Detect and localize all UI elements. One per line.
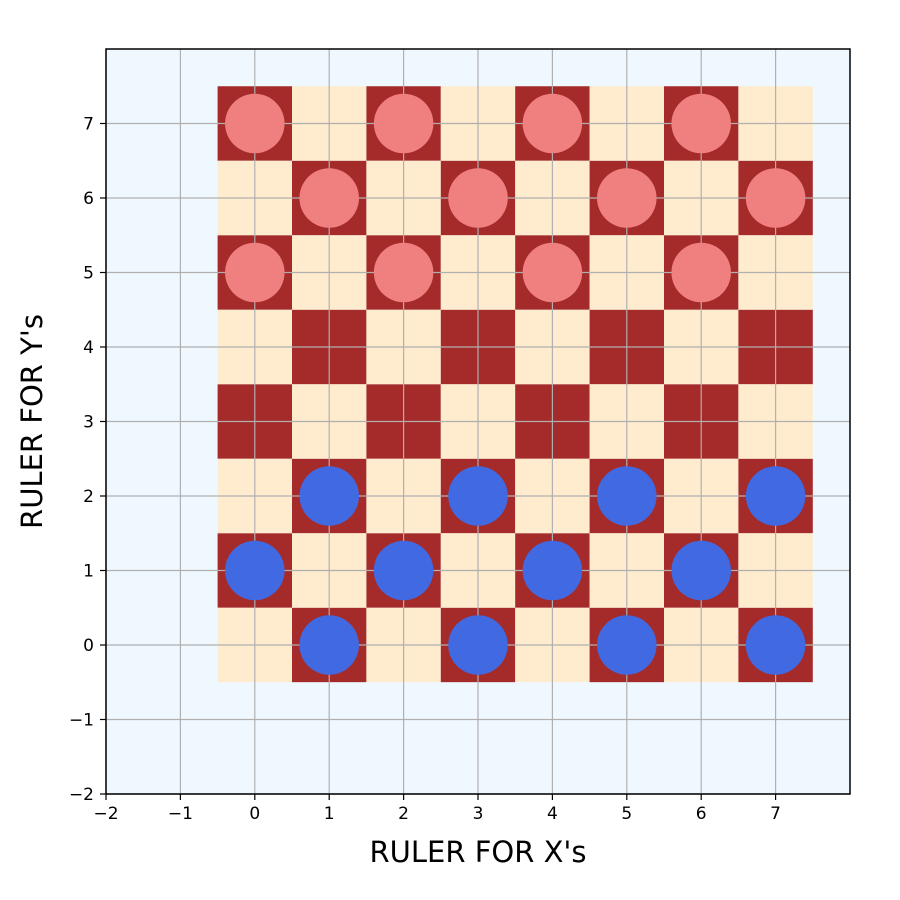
y-tick-label: 0 <box>83 636 94 656</box>
y-axis-label: RULER FOR Y's <box>15 314 49 529</box>
blue-piece <box>299 615 359 675</box>
red-piece <box>225 242 285 303</box>
x-tick-label: 3 <box>473 804 484 824</box>
y-axis-ticks: −2 −1 0 1 2 3 4 5 6 7 <box>69 115 106 805</box>
x-tick-label: 0 <box>249 804 260 824</box>
red-piece <box>671 93 731 154</box>
y-tick-label: 1 <box>83 562 94 582</box>
blue-piece <box>597 466 657 526</box>
x-tick-label: −2 <box>93 804 118 824</box>
red-piece <box>745 168 806 228</box>
blue-piece <box>448 615 508 675</box>
x-tick-label: 4 <box>547 804 558 824</box>
x-tick-label: 6 <box>696 804 707 824</box>
blue-piece <box>448 466 508 526</box>
red-piece <box>522 242 583 303</box>
red-piece <box>225 93 285 154</box>
y-tick-label: 6 <box>83 189 94 209</box>
x-tick-label: 5 <box>621 804 632 824</box>
blue-piece <box>671 540 731 601</box>
red-piece <box>597 168 657 228</box>
blue-piece <box>373 540 434 601</box>
red-piece <box>373 242 434 303</box>
y-tick-label: 2 <box>83 487 94 507</box>
blue-piece <box>299 466 359 526</box>
y-tick-label: −1 <box>69 711 94 731</box>
y-tick-label: 4 <box>83 338 94 358</box>
red-piece <box>671 242 731 303</box>
red-piece <box>299 168 359 228</box>
y-tick-label: 3 <box>83 413 94 433</box>
red-piece <box>522 93 583 154</box>
x-axis-label: RULER FOR X's <box>369 835 586 869</box>
blue-piece <box>225 540 285 601</box>
x-tick-label: 7 <box>770 804 781 824</box>
y-tick-label: 7 <box>83 115 94 135</box>
y-tick-label: −2 <box>69 785 94 805</box>
x-tick-label: −1 <box>168 804 193 824</box>
red-piece <box>373 93 434 154</box>
y-tick-label: 5 <box>83 264 94 284</box>
red-piece <box>448 168 508 228</box>
x-axis-ticks: −2 −1 0 1 2 3 4 5 6 7 <box>93 794 781 824</box>
pieces <box>225 93 806 675</box>
blue-piece <box>745 615 806 675</box>
blue-piece <box>597 615 657 675</box>
x-tick-label: 2 <box>398 804 409 824</box>
blue-piece <box>522 540 583 601</box>
x-tick-label: 1 <box>324 804 335 824</box>
blue-piece <box>745 466 806 526</box>
